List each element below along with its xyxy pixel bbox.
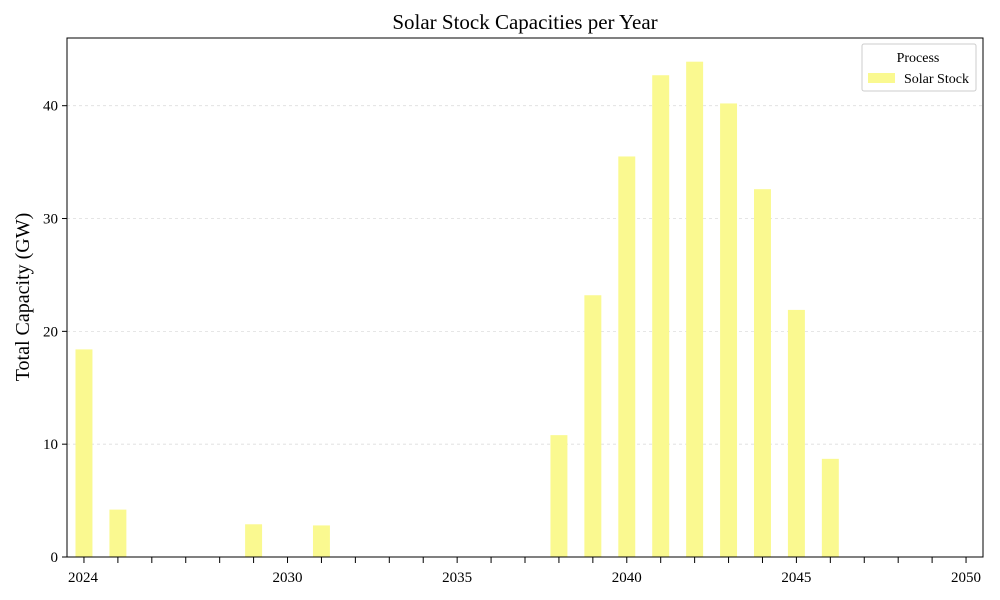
bar <box>109 509 127 557</box>
x-tick-label: 2045 <box>781 570 811 586</box>
bar <box>245 524 263 557</box>
bars <box>75 61 839 557</box>
bar <box>312 525 330 557</box>
x-tick-label: 2040 <box>612 570 642 586</box>
x-tick-label: 2035 <box>442 570 472 586</box>
y-tick-label: 40 <box>43 99 58 115</box>
bar <box>584 295 602 557</box>
x-tick-label: 2030 <box>273 570 303 586</box>
y-tick-label: 0 <box>51 550 59 566</box>
y-tick-label: 20 <box>43 324 58 340</box>
x-tick-label: 2050 <box>951 570 981 586</box>
y-tick-label: 10 <box>43 437 58 453</box>
plot-frame <box>66 37 984 558</box>
y-tick-label: 30 <box>43 212 58 228</box>
legend-label: Solar Stock <box>904 72 969 87</box>
bar <box>75 349 93 557</box>
bar <box>550 435 568 557</box>
bar <box>618 156 636 557</box>
bar <box>787 309 805 557</box>
bar <box>686 61 704 557</box>
bar <box>754 189 771 557</box>
bar <box>821 458 839 557</box>
legend: Process Solar Stock <box>861 43 977 92</box>
y-axis-label: Total Capacity (GW) <box>12 213 34 382</box>
bar <box>652 75 670 557</box>
chart-title: Solar Stock Capacities per Year <box>392 10 657 34</box>
grid <box>67 105 983 445</box>
legend-title: Process <box>897 51 940 66</box>
x-tick-label: 2024 <box>68 570 99 586</box>
legend-swatch <box>868 73 895 83</box>
bar <box>720 103 738 557</box>
